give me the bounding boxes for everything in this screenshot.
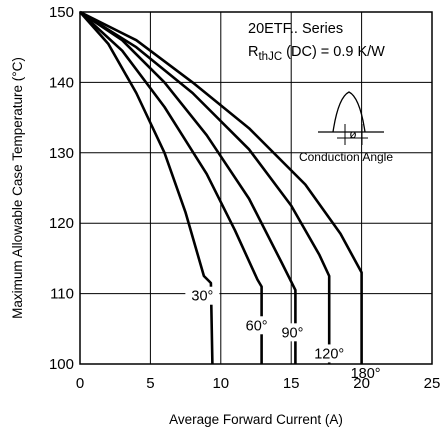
series-line xyxy=(79,11,263,364)
series-name-label: 20ETF.. Series xyxy=(248,21,343,37)
x-tick-label: 20 xyxy=(353,375,370,392)
y-tick-label: 100 xyxy=(49,356,74,373)
y-axis-title: Maximum Allowable Case Temperature (°C) xyxy=(10,57,25,319)
series-line xyxy=(79,10,297,364)
rth-subscript: thJC xyxy=(258,51,282,63)
series-label-bg xyxy=(275,323,310,342)
series-label: 120° xyxy=(314,346,344,362)
series-label-bg xyxy=(185,286,220,305)
series-label: 30° xyxy=(191,289,213,305)
series-label: 60° xyxy=(246,318,268,334)
y-tick-label: 120 xyxy=(49,215,74,232)
series-label-bg xyxy=(312,344,347,363)
y-tick-label: 140 xyxy=(49,74,74,91)
conduction-angle-label: Conduction Angle xyxy=(299,150,393,164)
rth-label: RthJC (DC) = 0.9 K/W xyxy=(248,44,385,63)
series-line xyxy=(79,10,363,364)
curves: 30° 60° 90° 120° 180° xyxy=(79,10,383,383)
x-tick-label: 15 xyxy=(283,375,300,392)
series-label-bg xyxy=(239,316,274,335)
series-label-bg xyxy=(348,364,383,383)
waveform-hump xyxy=(332,91,366,133)
series-label: 90° xyxy=(281,325,303,341)
series-label: 180° xyxy=(351,366,381,382)
grid xyxy=(80,12,432,364)
x-tick-label: 25 xyxy=(424,375,441,392)
y-tick-label: 150 xyxy=(49,4,74,21)
rth-value: (DC) = 0.9 K/W xyxy=(282,44,385,60)
x-axis-title: Average Forward Current (A) xyxy=(169,412,343,427)
phi-label: ø xyxy=(349,127,357,141)
x-tick-label: 0 xyxy=(76,375,84,392)
tick-labels: 0 5 10 15 20 25 100 110 120 130 140 150 xyxy=(49,4,440,392)
y-tick-label: 110 xyxy=(50,286,74,303)
series-line xyxy=(79,11,214,365)
x-tick-label: 10 xyxy=(212,375,229,392)
rth-main: R xyxy=(248,44,258,60)
series-line xyxy=(79,10,331,364)
conduction-angle-waveform-icon: ø xyxy=(318,91,384,145)
y-tick-label: 130 xyxy=(49,145,74,162)
x-tick-label: 5 xyxy=(146,375,154,392)
plot-frame xyxy=(79,11,433,365)
